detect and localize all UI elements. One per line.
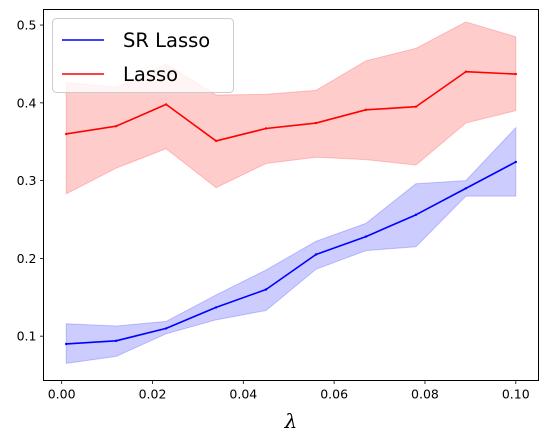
lasso-point [264, 127, 268, 130]
sr-lasso-line [66, 161, 517, 345]
legend-entries: SR Lasso Lasso [62, 29, 210, 86]
lasso-point [214, 139, 218, 143]
lasso-point [514, 72, 517, 76]
x-tick-label: 0.06 [320, 387, 348, 402]
lasso-point [65, 132, 68, 136]
lasso-point [414, 105, 418, 108]
sr-lasso-point [164, 327, 168, 330]
lasso-point [114, 124, 118, 128]
sr-lasso-point [414, 213, 418, 217]
x-axis-label: λ [284, 409, 298, 433]
y-tick-label: 0.2 [17, 251, 37, 266]
x-tick-label: 0.00 [48, 387, 76, 402]
legend-sr-lasso-label: SR Lasso [123, 29, 210, 52]
sr-lasso-point [214, 306, 218, 309]
lasso-point [464, 70, 468, 73]
y-tick-label: 0.4 [17, 95, 37, 110]
sr-lasso-point [65, 342, 68, 346]
sr-lasso-band [65, 126, 517, 364]
sr-lasso-point [264, 288, 268, 291]
y-tick-label: 0.5 [17, 18, 37, 33]
lasso-band [65, 21, 517, 195]
x-tick-label: 0.04 [229, 387, 257, 402]
y-tick-label: 0.3 [17, 173, 37, 188]
sr-lasso-point [514, 160, 517, 164]
lasso-line [66, 70, 516, 142]
x-tick-label: 0.10 [502, 387, 530, 402]
y-axis: 0.1 0.2 0.3 0.4 0.5 [17, 18, 44, 344]
x-axis: 0.00 0.02 0.04 0.06 0.08 0.10 [48, 380, 530, 402]
y-tick-label: 0.1 [17, 329, 37, 344]
x-tick-label: 0.08 [411, 387, 439, 402]
legend-lasso-label: Lasso [123, 63, 178, 86]
x-tick-label: 0.02 [139, 387, 167, 402]
lasso-point [314, 121, 318, 125]
confidence-bands [65, 21, 517, 364]
lasso-point [164, 103, 168, 106]
legend: SR Lasso Lasso [52, 18, 234, 93]
plot-frame [43, 9, 539, 381]
series-lines [65, 70, 517, 346]
sr-lasso-point [464, 187, 468, 190]
lasso-point [364, 108, 368, 112]
sr-lasso-point [114, 339, 118, 343]
sr-lasso-point [364, 235, 368, 238]
sr-lasso-point [314, 253, 318, 256]
